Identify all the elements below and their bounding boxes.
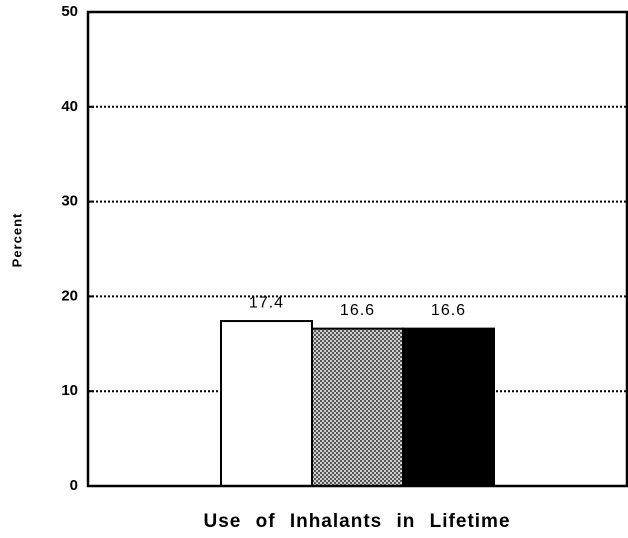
value-label: 16.6 (340, 302, 375, 319)
value-label: 16.6 (431, 302, 466, 319)
y-tick-label: 50 (61, 3, 78, 20)
y-tick-label: 0 (70, 477, 78, 494)
bar (402, 327, 495, 487)
bar (311, 327, 404, 487)
bar (220, 320, 313, 487)
plot-frame (86, 10, 628, 488)
y-tick-label: 30 (61, 193, 78, 210)
y-tick-label: 40 (61, 98, 78, 115)
x-axis-label: Use of Inhalants in Lifetime (203, 511, 510, 532)
y-tick-label: 10 (61, 382, 78, 399)
value-label: 17.4 (249, 294, 284, 311)
y-tick-label: 20 (61, 287, 78, 304)
y-axis-label: Percent (9, 213, 24, 268)
